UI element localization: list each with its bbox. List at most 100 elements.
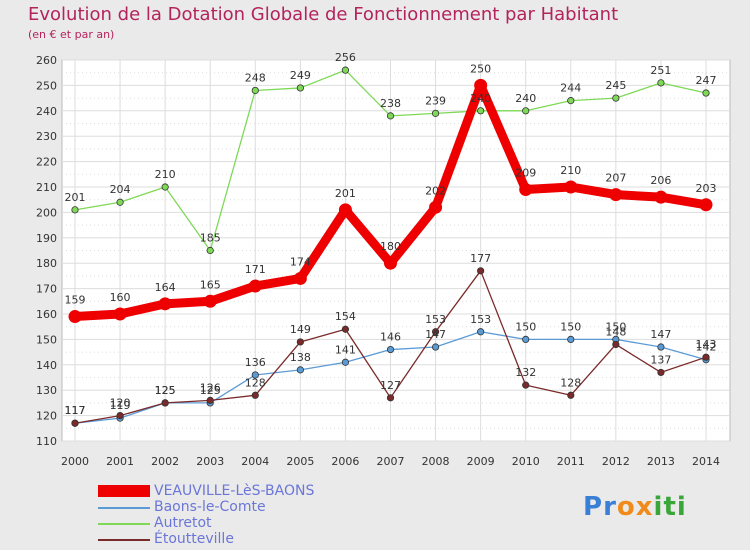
data-point	[477, 107, 485, 115]
proxiti-logo: Proxiti	[583, 492, 687, 522]
data-point	[158, 297, 172, 311]
legend-swatch	[98, 523, 150, 525]
data-point	[477, 328, 485, 336]
y-tick-label: 160	[36, 308, 57, 321]
data-point	[161, 183, 169, 191]
data-point	[519, 183, 533, 197]
data-point	[657, 368, 665, 377]
data-point	[522, 107, 530, 115]
y-tick-label: 140	[36, 359, 57, 372]
y-tick-label: 250	[36, 79, 57, 92]
data-label: 117	[65, 404, 86, 417]
y-tick-label: 220	[36, 156, 57, 169]
data-label: 245	[605, 79, 626, 92]
legend-label: Autretot	[154, 515, 212, 531]
data-point	[206, 246, 214, 255]
data-label: 125	[155, 384, 176, 397]
data-label: 203	[696, 182, 717, 195]
x-tick-label: 2003	[196, 455, 224, 468]
data-label: 210	[560, 164, 581, 177]
data-label: 154	[335, 310, 356, 323]
data-point	[113, 307, 127, 321]
y-tick-label: 240	[36, 105, 57, 118]
data-point	[567, 391, 575, 399]
data-label: 138	[290, 351, 311, 364]
x-tick-label: 2007	[377, 455, 405, 468]
data-point	[431, 109, 440, 117]
data-label: 240	[470, 92, 491, 105]
data-label: 210	[155, 168, 176, 181]
logo-letter: x	[635, 492, 654, 522]
data-point	[296, 84, 304, 92]
data-label: 238	[380, 97, 401, 110]
x-tick-label: 2010	[512, 455, 540, 468]
data-point	[68, 310, 82, 324]
data-label: 185	[200, 232, 221, 245]
data-point	[116, 198, 124, 206]
data-label: 150	[515, 320, 536, 333]
y-tick-label: 130	[36, 384, 57, 397]
data-point	[522, 335, 530, 343]
data-label: 256	[335, 51, 356, 64]
data-label: 137	[650, 353, 671, 366]
data-point	[248, 279, 262, 293]
data-point	[702, 89, 710, 97]
data-label: 117	[65, 404, 86, 417]
data-label: 251	[650, 64, 671, 77]
data-label: 206	[650, 174, 671, 187]
data-label: 248	[245, 71, 266, 84]
x-tick-label: 2004	[241, 455, 269, 468]
logo-letter: t	[663, 492, 677, 522]
chart-title: Evolution de la Dotation Globale de Fonc…	[28, 4, 619, 25]
data-point	[522, 381, 530, 389]
y-tick-label: 120	[36, 410, 57, 423]
data-point	[386, 345, 395, 354]
x-tick-label: 2005	[286, 455, 314, 468]
data-point	[341, 66, 350, 74]
x-tick-label: 2006	[331, 455, 359, 468]
y-tick-label: 230	[36, 130, 57, 143]
data-point	[699, 198, 713, 212]
legend-swatch	[98, 507, 150, 509]
data-point	[429, 200, 443, 214]
logo-letter: i	[653, 492, 664, 522]
data-point	[71, 419, 79, 427]
data-point	[474, 78, 488, 92]
data-point	[341, 325, 350, 333]
y-tick-label: 190	[36, 232, 57, 245]
legend-label: VEAUVILLE-LèS-BAONS	[154, 483, 315, 499]
data-label: 174	[290, 255, 311, 268]
data-label: 153	[425, 313, 446, 326]
data-labels: 201 204 210 185 248 249 256 238 239 240 240 244 245 2…	[65, 51, 717, 417]
data-label: 142	[696, 341, 717, 354]
data-point	[384, 256, 397, 270]
data-label: 150	[605, 320, 626, 333]
data-point	[654, 190, 668, 204]
data-label: 240	[515, 92, 536, 105]
x-tick-label: 2012	[602, 455, 630, 468]
x-tick-label: 2013	[647, 455, 675, 468]
data-label: 149	[290, 323, 311, 336]
legend-swatch	[98, 485, 150, 497]
data-label: 164	[155, 281, 176, 294]
legend-label: Étoutteville	[154, 531, 234, 547]
logo-letter: P	[583, 492, 604, 522]
data-point	[386, 112, 395, 120]
data-label: 141	[335, 343, 356, 356]
data-label: 136	[245, 356, 266, 369]
data-point	[477, 267, 485, 275]
data-point	[567, 97, 575, 105]
data-point	[206, 396, 214, 404]
x-tick-label: 2001	[106, 455, 134, 468]
data-label: 119	[110, 399, 131, 412]
data-label: 250	[470, 62, 491, 75]
data-label: 249	[290, 69, 311, 82]
x-tick-label: 2000	[61, 455, 89, 468]
data-label: 177	[470, 252, 491, 265]
data-label: 120	[110, 397, 131, 410]
data-point	[386, 394, 395, 402]
data-point	[612, 94, 620, 102]
data-label: 201	[65, 191, 86, 204]
y-tick-label: 210	[36, 181, 57, 194]
